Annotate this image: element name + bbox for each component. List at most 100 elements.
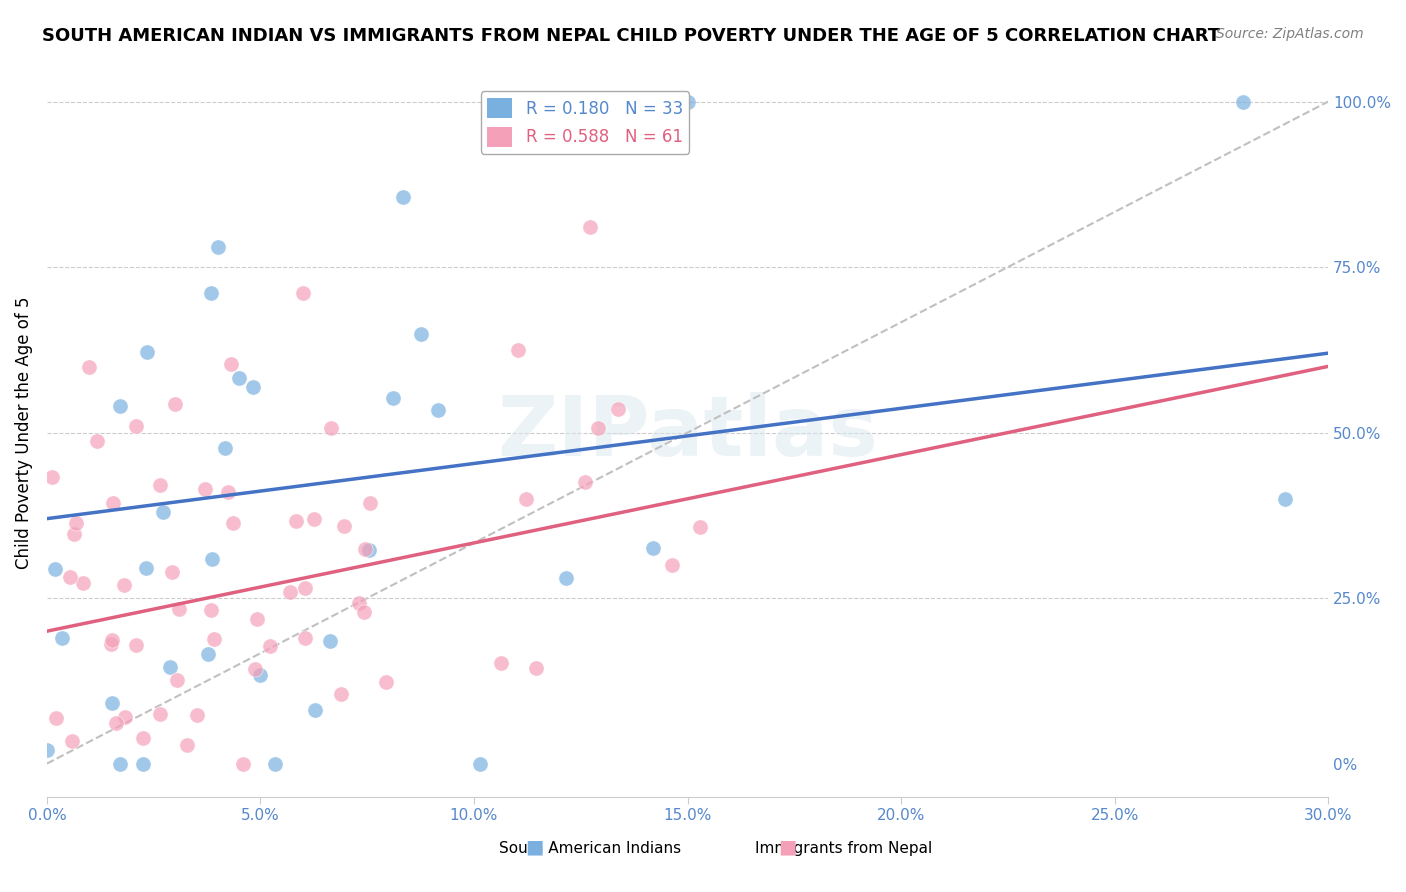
Point (470, 756, 492, 771)
Point (302, 512, 325, 526)
Point (515, 491, 537, 506)
Point (319, 421, 342, 435)
Point (232, 756, 254, 771)
Point (259, 639, 281, 653)
Point (524, 661, 547, 675)
Point (661, 558, 683, 572)
Point (114, 710, 136, 724)
Point (284, 515, 307, 529)
Point (249, 667, 271, 681)
Point (353, 541, 375, 556)
Point (228, 370, 250, 384)
Point (374, 674, 396, 689)
Y-axis label: Child Poverty Under the Age of 5: Child Poverty Under the Age of 5 (15, 296, 32, 569)
Point (77, 360, 100, 375)
Point (508, 343, 530, 357)
Point (41, 470, 63, 484)
Point (63, 527, 86, 541)
Point (353, 605, 375, 619)
Point (165, 397, 187, 411)
Point (149, 706, 172, 721)
Point (60, 734, 83, 748)
Point (72, 576, 94, 591)
Point (200, 603, 222, 617)
Point (689, 520, 711, 534)
Point (160, 565, 183, 579)
Point (391, 190, 413, 204)
Point (1274, 491, 1296, 506)
Point (1232, 95, 1254, 109)
Point (59, 570, 82, 584)
Point (294, 581, 316, 595)
Point (44, 562, 66, 576)
Point (186, 708, 208, 723)
Point (214, 441, 236, 455)
Point (333, 519, 356, 533)
Point (152, 505, 174, 519)
Point (100, 637, 122, 651)
Point (222, 516, 245, 530)
Point (579, 219, 602, 234)
Point (427, 403, 450, 417)
Point (588, 421, 610, 435)
Point (166, 673, 188, 687)
Point (108, 399, 131, 413)
Text: ■: ■ (524, 838, 544, 856)
Point (194, 482, 217, 496)
Point (112, 578, 135, 592)
Text: SOUTH AMERICAN INDIAN VS IMMIGRANTS FROM NEPAL CHILD POVERTY UNDER THE AGE OF 5 : SOUTH AMERICAN INDIAN VS IMMIGRANTS FROM… (42, 27, 1220, 45)
Point (643, 541, 665, 555)
Point (246, 612, 269, 626)
Point (201, 552, 224, 566)
Point (347, 596, 370, 610)
Point (242, 380, 264, 394)
Text: South American Indians: South American Indians (499, 841, 682, 856)
Point (197, 647, 219, 661)
Point (359, 496, 381, 510)
Point (200, 285, 222, 300)
Point (409, 326, 432, 341)
Point (263, 756, 285, 771)
Point (125, 418, 148, 433)
Legend: R = 0.180   N = 33, R = 0.588   N = 61: R = 0.180 N = 33, R = 0.588 N = 61 (481, 91, 689, 153)
Point (65, 516, 87, 530)
Point (125, 638, 148, 652)
Point (135, 345, 157, 359)
Point (329, 687, 352, 701)
Point (202, 632, 225, 646)
Point (243, 662, 266, 676)
Point (108, 756, 131, 771)
Point (574, 475, 596, 490)
Point (100, 633, 122, 648)
Point (176, 738, 198, 752)
Point (304, 703, 326, 717)
Text: ■: ■ (778, 838, 797, 856)
Point (499, 136, 522, 150)
Point (292, 286, 315, 301)
Point (45, 711, 67, 725)
Point (676, 95, 699, 109)
Point (35, 743, 58, 757)
Point (101, 697, 124, 711)
Text: Source: ZipAtlas.com: Source: ZipAtlas.com (1216, 27, 1364, 41)
Point (207, 240, 229, 254)
Point (381, 391, 404, 405)
Point (132, 756, 155, 771)
Point (159, 659, 181, 673)
Point (221, 357, 243, 371)
Point (167, 602, 190, 616)
Point (103, 495, 125, 509)
Point (217, 484, 239, 499)
Point (491, 656, 513, 670)
Point (149, 478, 172, 492)
Text: ZIPatlas: ZIPatlas (496, 392, 877, 473)
Point (131, 731, 153, 745)
Point (278, 585, 301, 599)
Point (555, 571, 578, 585)
Point (86, 434, 108, 448)
Point (104, 715, 127, 730)
Point (51, 631, 73, 645)
Point (135, 561, 157, 575)
Point (318, 634, 340, 648)
Point (359, 543, 381, 558)
